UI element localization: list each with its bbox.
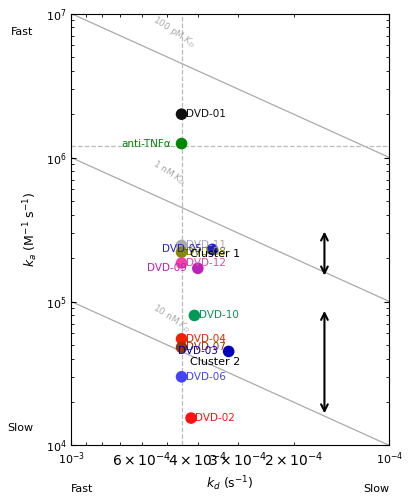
- Text: Cluster 1: Cluster 1: [190, 248, 240, 258]
- Text: DVD-07: DVD-07: [185, 342, 225, 352]
- Point: [178, 259, 184, 267]
- Point: [178, 248, 184, 256]
- Text: 1 nM $K_D$: 1 nM $K_D$: [150, 158, 188, 188]
- Point: [178, 344, 184, 351]
- Point: [191, 312, 197, 320]
- Y-axis label: $k_a$ (M$^{-1}$ s$^{-1}$): $k_a$ (M$^{-1}$ s$^{-1}$): [21, 192, 40, 268]
- Text: Fast: Fast: [11, 26, 33, 36]
- Point: [178, 335, 184, 343]
- Text: 100 pM $K_D$: 100 pM $K_D$: [150, 13, 198, 51]
- Text: DVD-10: DVD-10: [198, 310, 238, 320]
- Point: [178, 140, 184, 147]
- Text: Slow: Slow: [7, 422, 33, 432]
- Point: [194, 264, 200, 272]
- Point: [178, 110, 184, 118]
- Text: DVD-11: DVD-11: [185, 240, 225, 250]
- Text: DVD-04: DVD-04: [185, 334, 225, 344]
- Text: Cluster 2: Cluster 2: [190, 357, 240, 367]
- Text: DVD-05: DVD-05: [162, 244, 201, 254]
- Text: DVD-12: DVD-12: [185, 258, 225, 268]
- Text: Fast: Fast: [71, 484, 93, 494]
- Text: DVD-08: DVD-08: [185, 247, 225, 257]
- Point: [225, 348, 231, 356]
- Text: 10 nM $K_D$: 10 nM $K_D$: [150, 302, 193, 336]
- Text: anti-TNFα: anti-TNFα: [121, 138, 171, 148]
- Point: [178, 373, 184, 381]
- Text: DVD-09: DVD-09: [147, 264, 187, 274]
- Text: Slow: Slow: [362, 484, 389, 494]
- Text: DVD-02: DVD-02: [195, 413, 235, 423]
- Text: DVD-06: DVD-06: [185, 372, 225, 382]
- X-axis label: $k_d$ (s$^{-1}$): $k_d$ (s$^{-1}$): [206, 474, 254, 493]
- Point: [178, 242, 184, 250]
- Point: [209, 246, 215, 254]
- Point: [187, 414, 194, 422]
- Text: DVD-03: DVD-03: [178, 346, 218, 356]
- Text: DVD-01: DVD-01: [185, 109, 225, 119]
